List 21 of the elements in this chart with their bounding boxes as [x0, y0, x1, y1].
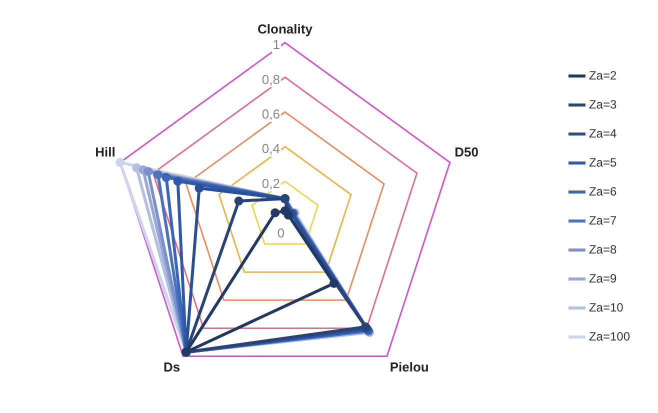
- legend-label: Za=3: [588, 97, 617, 112]
- legend-label: Za=2: [588, 68, 617, 82]
- y-tick-label: 0,4: [262, 141, 280, 156]
- spoke-label: Clonality: [258, 21, 314, 36]
- legend-label: Za=8: [588, 242, 617, 256]
- y-tick-label: 0: [277, 226, 285, 241]
- legend-label: Za=5: [588, 155, 617, 170]
- legend-label: Za=7: [588, 213, 617, 228]
- legend-label: Za=100: [588, 329, 630, 344]
- legend-label: Za=4: [588, 126, 617, 140]
- legend-label: Za=10: [588, 300, 624, 314]
- spoke-label: Hill: [95, 144, 116, 160]
- y-tick-label: 1: [272, 37, 280, 52]
- y-tick-label: 0,8: [262, 72, 280, 87]
- y-tick-label: 0,2: [262, 176, 280, 191]
- spoke-label: Ds: [164, 360, 180, 375]
- spoke-label: Pielou: [390, 360, 429, 375]
- legend-label: Za=6: [588, 184, 617, 198]
- legend-label: Za=9: [588, 271, 617, 286]
- y-tick-label: 0,6: [262, 106, 280, 122]
- spoke-label: D50: [454, 144, 479, 160]
